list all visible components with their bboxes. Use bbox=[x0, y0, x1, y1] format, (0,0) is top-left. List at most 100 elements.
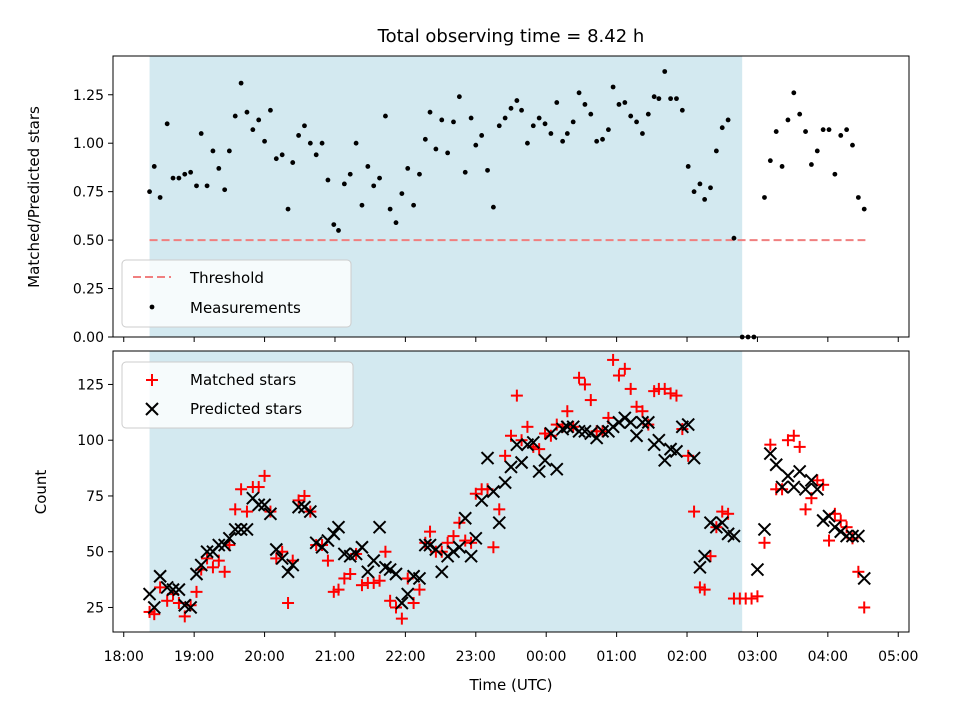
measurement-point bbox=[164, 121, 170, 127]
measurement-point bbox=[204, 183, 210, 189]
predicted-star-point bbox=[269, 542, 284, 557]
matched-star-point bbox=[487, 541, 500, 554]
x-tick-label: 18:00 bbox=[104, 649, 144, 665]
matched-star-point bbox=[758, 536, 771, 549]
matched-star-point bbox=[618, 362, 631, 375]
measurement-point bbox=[554, 100, 560, 105]
measurement-point bbox=[606, 127, 611, 133]
measurement-point bbox=[302, 123, 307, 129]
matched-star-point bbox=[688, 505, 701, 518]
measurement-point bbox=[767, 158, 773, 164]
matched-star-point bbox=[201, 552, 214, 565]
measurement-point bbox=[691, 189, 697, 195]
top-panel: 0.00 0.25 0.50 0.75 1.00 1.25 Matched/Predict… bbox=[25, 55, 910, 346]
measurement-point bbox=[451, 119, 456, 125]
predicted-star-point bbox=[641, 415, 656, 430]
measurement-point bbox=[850, 142, 855, 148]
predicted-star-point bbox=[769, 458, 783, 472]
measurement-point bbox=[548, 131, 554, 136]
predicted-star-point bbox=[474, 493, 489, 508]
matched-star-point bbox=[252, 481, 265, 494]
bottom-y-tick-label: 75 bbox=[86, 489, 104, 505]
predicted-star-point bbox=[222, 531, 237, 546]
x-tick-label: 19:00 bbox=[174, 649, 214, 665]
bottom-legend-box bbox=[121, 361, 354, 429]
predicted-star-point bbox=[361, 565, 375, 579]
measurement-point bbox=[570, 119, 576, 125]
measurement-point bbox=[645, 111, 651, 117]
measurement-point bbox=[640, 131, 645, 136]
matched-star-point bbox=[799, 503, 812, 516]
predicted-star-point bbox=[822, 509, 836, 523]
matched-star-point bbox=[270, 552, 283, 565]
x-tick-label: 00:00 bbox=[526, 649, 566, 665]
bottom-y-axis-label: Count bbox=[32, 470, 50, 515]
measurement-point bbox=[462, 169, 468, 175]
predicted-star-point bbox=[366, 553, 381, 568]
measurement-point bbox=[210, 148, 216, 154]
measurement-point bbox=[560, 138, 566, 144]
matched-star-point bbox=[561, 405, 574, 418]
top-y-tick-label: 0.50 bbox=[73, 233, 104, 249]
matched-star-point bbox=[373, 574, 386, 587]
measurement-point bbox=[814, 148, 820, 154]
measurement-point bbox=[725, 117, 731, 123]
measurement-point bbox=[662, 69, 668, 74]
top-y-tick-label: 1.25 bbox=[73, 88, 104, 104]
matched-star-point bbox=[636, 405, 649, 418]
predicted-star-point bbox=[687, 451, 701, 465]
x-tick-label: 21:00 bbox=[315, 649, 355, 665]
measurement-point bbox=[762, 195, 767, 200]
measurement-point bbox=[387, 206, 393, 212]
measurement-point bbox=[530, 123, 536, 129]
matched-star-point bbox=[367, 576, 380, 589]
legend-predicted-swatch bbox=[145, 402, 159, 416]
measurement-point bbox=[508, 105, 514, 111]
measurement-point bbox=[411, 202, 416, 208]
measurement-point bbox=[719, 125, 725, 131]
predicted-star-point bbox=[498, 475, 512, 490]
measurement-point bbox=[285, 206, 291, 212]
bottom-panel: 25 50 75 100 125 18:00 19:00 20:00 21:00 22:00 23… bbox=[32, 350, 918, 694]
legend-measurements-swatch bbox=[149, 304, 155, 310]
predicted-star-point bbox=[697, 549, 712, 563]
predicted-star-point bbox=[217, 538, 232, 552]
top-y-tick-label: 0.75 bbox=[73, 185, 104, 201]
measurement-point bbox=[588, 111, 594, 117]
matched-star-point bbox=[384, 594, 397, 607]
matched-star-point bbox=[670, 389, 683, 402]
matched-star-point bbox=[218, 565, 231, 578]
predicted-star-point bbox=[286, 558, 300, 572]
measurement-point bbox=[809, 162, 814, 167]
predicted-star-point bbox=[372, 520, 387, 534]
predicted-star-point bbox=[851, 529, 866, 543]
matched-star-point bbox=[321, 554, 334, 567]
measurement-point bbox=[479, 133, 485, 138]
top-y-axis: 0.00 0.25 0.50 0.75 1.00 1.25 bbox=[73, 88, 113, 346]
measurement-point bbox=[157, 195, 163, 200]
predicted-star-point bbox=[469, 531, 483, 546]
predicted-star-point bbox=[435, 565, 449, 579]
measurement-point bbox=[341, 181, 347, 187]
predicted-star-point bbox=[275, 551, 289, 566]
measurement-point bbox=[542, 121, 548, 127]
predicted-star-point bbox=[787, 480, 801, 494]
counts-layer bbox=[142, 353, 871, 625]
matched-star-point bbox=[493, 503, 506, 516]
measurement-point bbox=[656, 96, 662, 102]
measurement-point bbox=[319, 140, 325, 146]
matched-star-point bbox=[499, 449, 512, 462]
predicted-star-point bbox=[514, 455, 529, 470]
predicted-star-point bbox=[200, 545, 214, 559]
predicted-star-point bbox=[183, 600, 198, 615]
measurement-point bbox=[433, 146, 439, 152]
measurement-point bbox=[238, 80, 244, 86]
matched-star-point bbox=[823, 534, 836, 547]
matched-star-point bbox=[834, 514, 847, 527]
measurement-point bbox=[439, 117, 445, 123]
matched-star-point bbox=[544, 429, 557, 442]
measurement-point bbox=[576, 90, 582, 96]
matched-star-point bbox=[190, 585, 203, 598]
measurement-point bbox=[832, 171, 838, 177]
matched-star-point bbox=[282, 597, 295, 610]
